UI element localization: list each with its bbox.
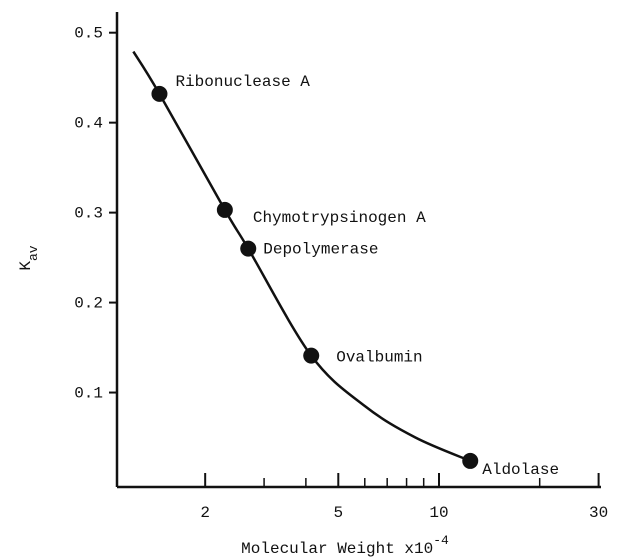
fit-curve	[132, 50, 471, 463]
point	[240, 240, 257, 257]
x-tick-label: 2	[200, 504, 210, 522]
y-tick-label: 0.1	[74, 385, 103, 403]
x-tick-label: 5	[333, 504, 343, 522]
point-label: Ribonuclease A	[175, 73, 310, 91]
y-tick-label: 0.3	[74, 205, 103, 223]
x-tick-label: 10	[429, 504, 448, 522]
point	[303, 347, 320, 364]
y-tick-label: 0.2	[74, 295, 103, 313]
point-label: Aldolase	[482, 461, 559, 479]
point-label: Ovalbumin	[336, 349, 422, 367]
y-tick-label: 0.4	[74, 115, 103, 133]
point-label: Depolymerase	[263, 241, 378, 259]
x-axis-label: Molecular Weight x10-4	[241, 533, 449, 558]
point-label: Chymotrypsinogen A	[253, 209, 426, 227]
x-label-sup: -4	[433, 533, 449, 548]
point	[151, 85, 168, 102]
point	[462, 452, 479, 469]
y-label-sub: av	[26, 245, 41, 261]
y-label-main: K	[17, 261, 35, 271]
y-tick-label: 0.5	[74, 25, 103, 43]
x-tick-label: 30	[589, 504, 608, 522]
y-axis-label: Kav	[17, 245, 41, 270]
point	[216, 201, 233, 218]
x-label-main: Molecular Weight x10	[241, 540, 433, 558]
